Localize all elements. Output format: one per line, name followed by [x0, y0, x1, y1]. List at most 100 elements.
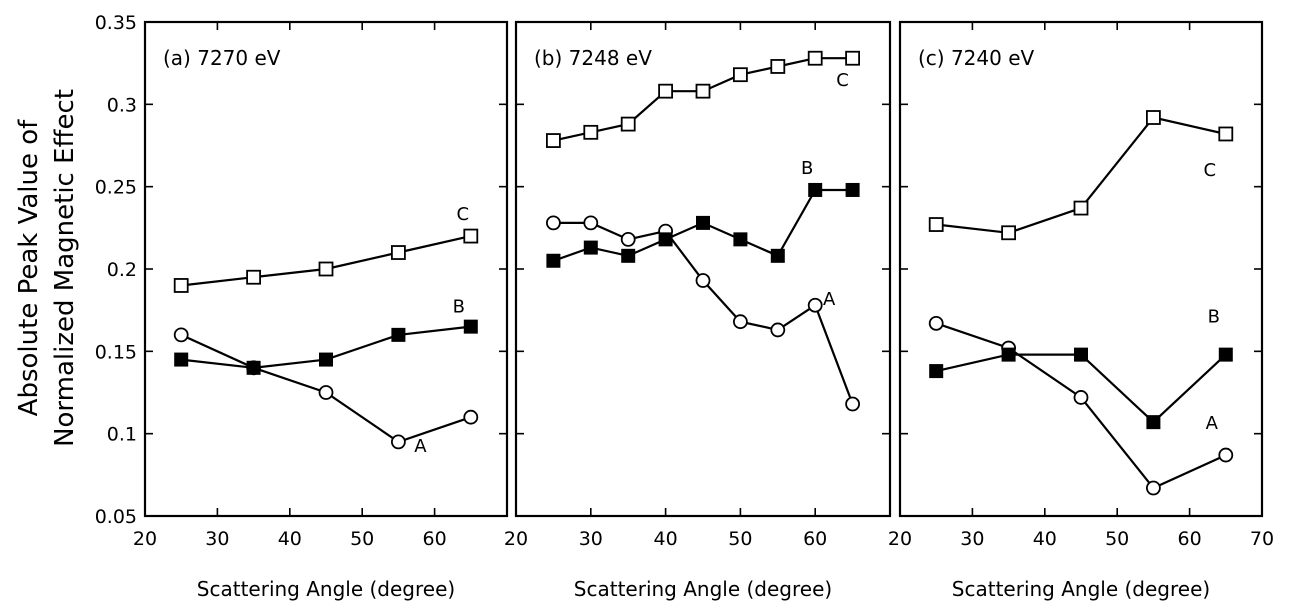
x-axis-label: Scattering Angle (degree) — [952, 577, 1210, 601]
x-axis-label: Scattering Angle (degree) — [197, 577, 455, 601]
series-line-C — [936, 116, 1227, 234]
series-label-A: A — [823, 289, 836, 310]
data-point-C — [928, 217, 944, 232]
series-line-B — [935, 353, 1227, 424]
series-label-A: A — [414, 436, 427, 457]
y-tick-label: 0.15 — [95, 341, 137, 363]
series-label-B: B — [453, 297, 465, 318]
data-point-C — [246, 269, 262, 285]
data-point-C — [695, 83, 711, 99]
panel-title: (b) 7248 eV — [534, 46, 652, 70]
x-tick-label: 50 — [728, 528, 752, 550]
data-point-B — [174, 352, 189, 367]
data-point-A — [620, 231, 636, 247]
series-label-A: A — [1206, 413, 1219, 434]
data-point-B — [583, 240, 598, 255]
data-point-C — [845, 50, 860, 66]
data-point-A — [1146, 480, 1161, 496]
series-C: C — [928, 110, 1234, 241]
series-A: A — [173, 327, 479, 457]
data-point-A — [695, 273, 711, 288]
panel-1: 0.05 0.1 0.15 0.2 0.25 0.3 0.35 20 30 40 50 60 (a) 7… — [95, 12, 509, 601]
x-tick-label: 40 — [278, 528, 302, 550]
data-point-A — [546, 215, 561, 231]
series-B: B — [546, 158, 860, 268]
panel-title: (c) 7240 eV — [918, 46, 1035, 70]
x-tick-label: 50 — [1105, 528, 1129, 550]
x-tick-label: 60 — [423, 528, 447, 550]
data-point-A — [1218, 447, 1234, 463]
y-tick-label: 0.1 — [107, 424, 137, 446]
data-point-B — [319, 352, 333, 367]
x-tick-label: 30 — [960, 528, 984, 550]
x-tick-label: 40 — [1033, 528, 1057, 550]
y-axis-label-line-1: Absolute Peak Value of — [14, 119, 44, 416]
data-point-B — [246, 360, 261, 375]
plot-frame — [898, 20, 1264, 518]
series-label-C: C — [836, 70, 849, 91]
data-point-C — [1073, 200, 1089, 216]
data-point-B — [929, 364, 944, 379]
x-tick-label: 20 — [133, 528, 157, 550]
x-tick-label: 50 — [350, 528, 374, 550]
data-point-A — [770, 322, 786, 338]
data-point-B — [463, 319, 478, 334]
series-B: B — [929, 307, 1233, 430]
series-line-C — [553, 57, 853, 142]
panel-title: (a) 7270 eV — [163, 46, 281, 70]
series-B: B — [174, 297, 478, 375]
series-A: A — [928, 315, 1234, 496]
data-point-B — [1146, 415, 1161, 430]
x-tick-label: 70 — [1250, 528, 1274, 550]
panel-3: 20 30 40 50 60 70 (c) 7240 eV Scattering Angle … — [888, 20, 1274, 601]
x-axis-label: Scattering Angle (degree) — [574, 577, 832, 601]
data-point-A — [318, 385, 334, 400]
y-axis-label: Absolute Peak Value of Normalized Magnet… — [14, 89, 80, 447]
data-point-B — [1001, 347, 1016, 362]
data-point-C — [1001, 225, 1016, 241]
data-point-A — [845, 396, 860, 412]
y-tick-label: 0.2 — [107, 259, 137, 281]
data-point-A — [463, 409, 479, 425]
series-C: C — [173, 204, 479, 293]
data-point-B — [696, 215, 710, 230]
data-point-C — [620, 116, 636, 132]
data-point-B — [770, 248, 785, 263]
data-point-B — [391, 327, 406, 342]
data-point-A — [928, 315, 944, 331]
data-point-B — [733, 232, 748, 247]
data-point-C — [463, 228, 479, 244]
data-point-B — [546, 253, 561, 268]
data-point-A — [807, 297, 823, 313]
data-point-C — [1218, 126, 1234, 142]
data-point-A — [583, 215, 599, 231]
x-tick-label: 60 — [803, 528, 827, 550]
x-tick-label: 30 — [579, 528, 603, 550]
x-tick-label: 60 — [1178, 528, 1202, 550]
y-tick-label: 0.25 — [95, 177, 137, 199]
series-label-C: C — [1204, 160, 1217, 181]
data-point-C — [173, 278, 189, 293]
series-label-B: B — [1208, 307, 1220, 328]
data-point-A — [733, 314, 748, 330]
x-tick-label: 20 — [504, 528, 528, 550]
series-line-C — [181, 235, 472, 287]
x-tick-label: 40 — [654, 528, 678, 550]
data-point-C — [733, 67, 748, 83]
data-point-B — [845, 182, 860, 197]
y-tick-label: 0.3 — [107, 94, 137, 116]
data-point-B — [621, 248, 636, 263]
data-point-C — [390, 245, 406, 260]
y-tick-label: 0.05 — [95, 506, 137, 528]
panel-2: 20 30 40 50 60 (b) 7248 eV Scattering Angle (d… — [504, 20, 892, 601]
series-A: A — [546, 215, 860, 412]
x-tick-label: 20 — [888, 528, 912, 550]
series-C: C — [546, 50, 860, 148]
data-point-C — [546, 133, 561, 148]
x-tick-label: 30 — [205, 528, 229, 550]
data-point-B — [1074, 347, 1088, 362]
data-point-A — [173, 327, 189, 343]
y-tick-label: 0.35 — [95, 12, 137, 34]
